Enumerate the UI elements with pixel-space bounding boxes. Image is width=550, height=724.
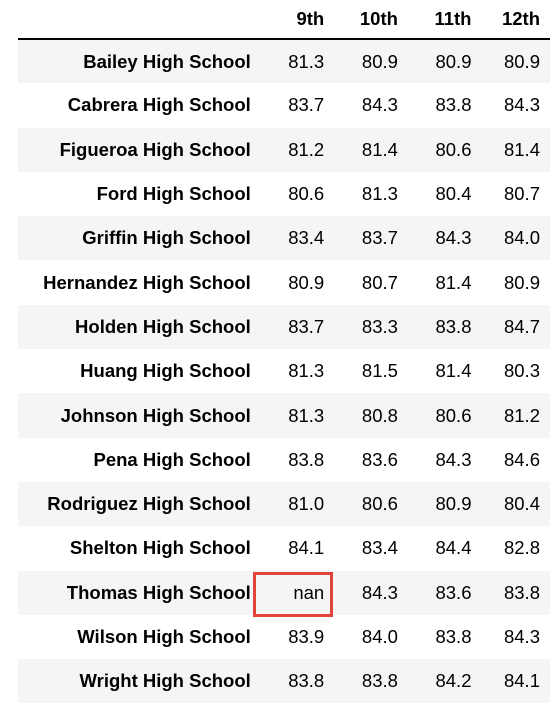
table-cell: 80.9: [288, 271, 325, 293]
column-header: 12th: [481, 0, 550, 40]
table-cell: 80.6: [435, 138, 472, 160]
row-label: Huang High School: [80, 360, 251, 382]
table-cell: 81.5: [361, 360, 398, 382]
table-cell: 81.0: [288, 493, 325, 515]
table-cell: 84.7: [503, 315, 540, 337]
table-cell: 84.1: [288, 537, 325, 559]
table-cell: 80.9: [503, 50, 540, 72]
table-cell: 83.7: [288, 315, 325, 337]
table-row: Bailey High School 81.3 80.9 80.9 80.9: [18, 39, 550, 84]
table-row: Shelton High School 84.1 83.4 84.4 82.8: [18, 526, 550, 570]
table-cell: 83.8: [288, 670, 325, 692]
table-row: Figueroa High School 81.2 81.4 80.6 81.4: [18, 127, 550, 172]
table-cell: 81.4: [435, 271, 472, 293]
table-row: Rodriguez High School 81.0 80.6 80.9 80.4: [18, 481, 550, 527]
table-cell: 80.7: [503, 183, 540, 205]
table-cell: 83.8: [435, 94, 472, 116]
table-cell: 84.3: [361, 94, 398, 116]
dataframe-table: 9th 10th 11th 12th Bailey High School 81.…: [18, 0, 550, 704]
table-cell: 80.9: [435, 493, 472, 515]
table-cell: 83.6: [435, 581, 472, 603]
table-cell: 80.8: [361, 404, 398, 426]
row-label: Pena High School: [93, 448, 251, 470]
table-cell: 83.9: [288, 626, 325, 647]
column-header: 11th: [407, 0, 482, 40]
table-cell: 80.3: [503, 360, 540, 382]
table-cell: 81.4: [361, 138, 398, 160]
table-cell: 82.8: [503, 537, 540, 559]
row-label: Johnson High School: [60, 404, 251, 426]
table-header: 9th 10th 11th 12th: [18, 0, 550, 40]
table-cell: 83.8: [435, 626, 472, 647]
column-header: 9th: [260, 0, 335, 40]
table-row: Ford High School 80.6 81.3 80.4 80.7: [18, 172, 550, 216]
table-cell: 84.0: [361, 626, 398, 647]
table-cell: nan: [293, 581, 325, 603]
row-label: Griffin High School: [82, 227, 251, 249]
table-cell: 80.4: [503, 493, 540, 515]
table-cell: 84.3: [503, 94, 540, 116]
row-label: Hernandez High School: [43, 271, 251, 293]
table-cell: 84.2: [435, 670, 472, 692]
table-cell: 81.2: [288, 138, 325, 160]
table-cell: 81.4: [435, 360, 472, 382]
table-cell: 84.1: [503, 670, 540, 692]
table-cell: 84.4: [435, 537, 472, 559]
table-cell: 84.6: [503, 448, 540, 470]
table-row: Pena High School 83.8 83.6 84.3 84.6: [18, 438, 550, 482]
table-cell: 83.3: [361, 315, 398, 337]
table-cell: 83.8: [288, 448, 325, 470]
table-cell: 80.6: [361, 493, 398, 515]
table-row: Thomas High School nan 84.3 83.6 83.8: [18, 570, 550, 615]
row-label: Shelton High School: [69, 537, 251, 559]
table-cell: 80.9: [503, 271, 540, 293]
table-cell: 83.8: [361, 670, 398, 692]
table-cell: 81.3: [288, 50, 325, 72]
table-cell: 83.8: [435, 315, 472, 337]
table-cell: 83.7: [361, 227, 398, 249]
row-label: Rodriguez High School: [47, 493, 251, 515]
table-cell: 83.8: [503, 581, 540, 603]
table-cell: 80.9: [435, 50, 472, 72]
table-cell: 80.6: [435, 404, 472, 426]
table-cell: 81.3: [288, 404, 325, 426]
table-row: Holden High School 83.7 83.3 83.8 84.7: [18, 304, 550, 350]
table-cell: 81.3: [361, 183, 398, 205]
row-label: Bailey High School: [83, 50, 251, 72]
table-row: Hernandez High School 80.9 80.7 81.4 80.9: [18, 260, 550, 304]
table-cell: 80.4: [435, 183, 472, 205]
table-row: Johnson High School 81.3 80.8 80.6 81.2: [18, 393, 550, 438]
row-label: Wright High School: [79, 670, 251, 692]
table-cell: 83.4: [361, 537, 398, 559]
column-header: 10th: [334, 0, 408, 40]
row-label: Ford High School: [96, 183, 251, 205]
row-label: Thomas High School: [66, 581, 251, 603]
table-cell: 81.3: [288, 360, 325, 382]
table-body: Bailey High School 81.3 80.9 80.9 80.9 Cabrer…: [18, 39, 550, 704]
table-cell: 80.7: [361, 271, 398, 293]
table-cell: 84.0: [503, 227, 540, 249]
row-label: Figueroa High School: [59, 138, 251, 160]
row-label: Cabrera High School: [67, 94, 251, 116]
index-header: [18, 0, 261, 40]
table-cell: 84.3: [361, 581, 398, 603]
table-cell: 80.9: [361, 50, 398, 72]
table-cell: 80.6: [288, 183, 325, 205]
row-label: Holden High School: [75, 315, 251, 337]
table-cell: 83.4: [288, 227, 325, 249]
table-cell: 84.3: [435, 227, 472, 249]
table-row: Wilson High School 83.9 84.0 83.8 84.3: [18, 615, 550, 659]
table-row: Huang High School 81.3 81.5 81.4 80.3: [18, 349, 550, 393]
table-cell: 83.6: [361, 448, 398, 470]
table-cell: 81.4: [503, 138, 540, 160]
table-cell: 81.2: [503, 404, 540, 426]
row-label: Wilson High School: [77, 626, 251, 647]
table-row: Wright High School 83.8 83.8 84.2 84.1: [18, 659, 550, 704]
header-row: 9th 10th 11th 12th: [18, 0, 550, 40]
table-cell: 84.3: [435, 448, 472, 470]
table-row: Griffin High School 83.4 83.7 84.3 84.0: [18, 216, 550, 261]
table-cell: 83.7: [288, 94, 325, 116]
table-cell: 84.3: [503, 626, 540, 647]
table-row: Cabrera High School 83.7 84.3 83.8 84.3: [18, 83, 550, 127]
